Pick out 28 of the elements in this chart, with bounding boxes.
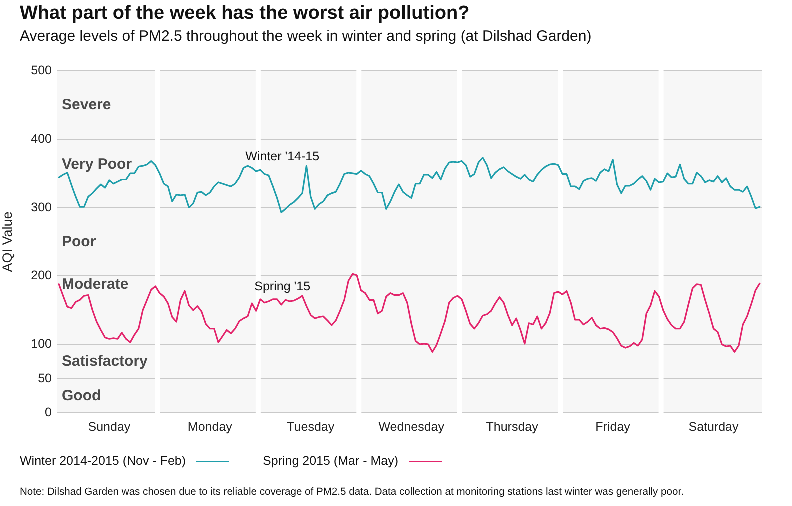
x-tick-label: Thursday <box>486 420 540 434</box>
annotation: Winter '14-15 <box>246 149 320 164</box>
y-tick-label: 400 <box>31 132 52 146</box>
text: Note: Dilshad Garden was chosen due to its reliable coverage of PM2.5 data. Data collection at monitoring stations last winter was generally poor. <box>20 487 684 498</box>
x-tick-label: Wednesday <box>378 420 446 434</box>
band-label: Good <box>62 387 102 404</box>
band-label: Satisfactory <box>62 353 149 370</box>
y-tick-label: 50 <box>38 371 52 386</box>
y-tick-label: 200 <box>31 268 52 283</box>
x-tick-label: Friday <box>596 420 632 434</box>
annotation: Spring '15 <box>254 280 311 294</box>
band-label: Poor <box>62 233 96 250</box>
legend-label: Spring 2015 (Mar - May) <box>263 454 399 468</box>
x-tick-label: Monday <box>188 420 234 434</box>
band-label: Severe <box>62 96 112 114</box>
y-tick-label: 300 <box>31 200 52 214</box>
band-label: Moderate <box>62 276 129 293</box>
y-axis-title: AQI Value <box>0 212 15 272</box>
x-tick-label: Tuesday <box>287 420 336 434</box>
y-tick-label: 500 <box>31 63 52 78</box>
chart-title: What part of the week has the worst air pollution? <box>20 3 470 25</box>
x-tick-label: Saturday <box>688 420 740 434</box>
chart-subtitle: Average levels of PM2.5 throughout the week in winter and spring (at Dilshad Garden) <box>20 28 592 45</box>
x-tick-label: Sunday <box>88 420 132 434</box>
y-tick-label: 100 <box>31 337 52 352</box>
legend-label: Winter 2014-2015 (Nov - Feb) <box>20 454 186 468</box>
band-label: Very Poor <box>62 156 132 174</box>
y-tick-label: 0 <box>45 405 52 420</box>
